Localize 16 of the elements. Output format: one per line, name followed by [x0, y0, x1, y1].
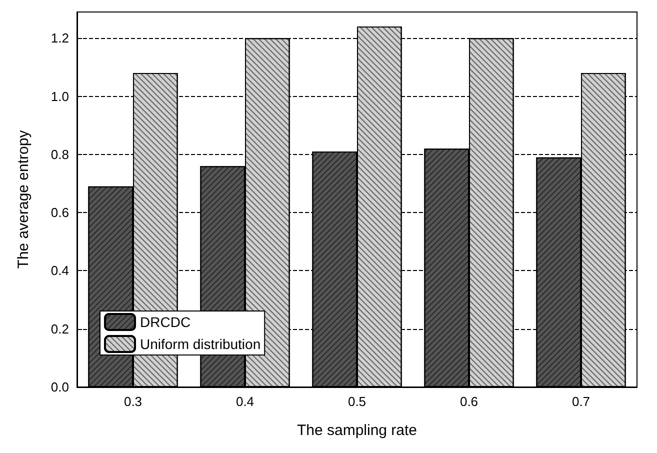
legend-label: DRCDC [140, 314, 191, 330]
legend-label: Uniform distribution [140, 336, 261, 352]
y-tick-label: 0.0 [50, 380, 69, 394]
y-tick-label: 1.0 [50, 88, 69, 104]
x-tick-label: 0.5 [348, 394, 366, 409]
y-tick-label: 0.8 [50, 146, 69, 162]
y-axis-title: The average entropy [15, 130, 32, 269]
x-tick-label: 0.3 [124, 394, 142, 409]
y-tick-label: 0.2 [50, 321, 69, 336]
x-axis-title: The sampling rate [296, 422, 418, 439]
x-tick-label: 0.4 [236, 394, 254, 409]
x-tick-label: 0.6 [460, 394, 478, 409]
y-tick-label: 1.2 [50, 30, 69, 46]
y-tick-label: 0.4 [50, 263, 69, 278]
x-tick-label: 0.7 [572, 394, 590, 409]
y-tick-label: 0.6 [50, 205, 69, 220]
